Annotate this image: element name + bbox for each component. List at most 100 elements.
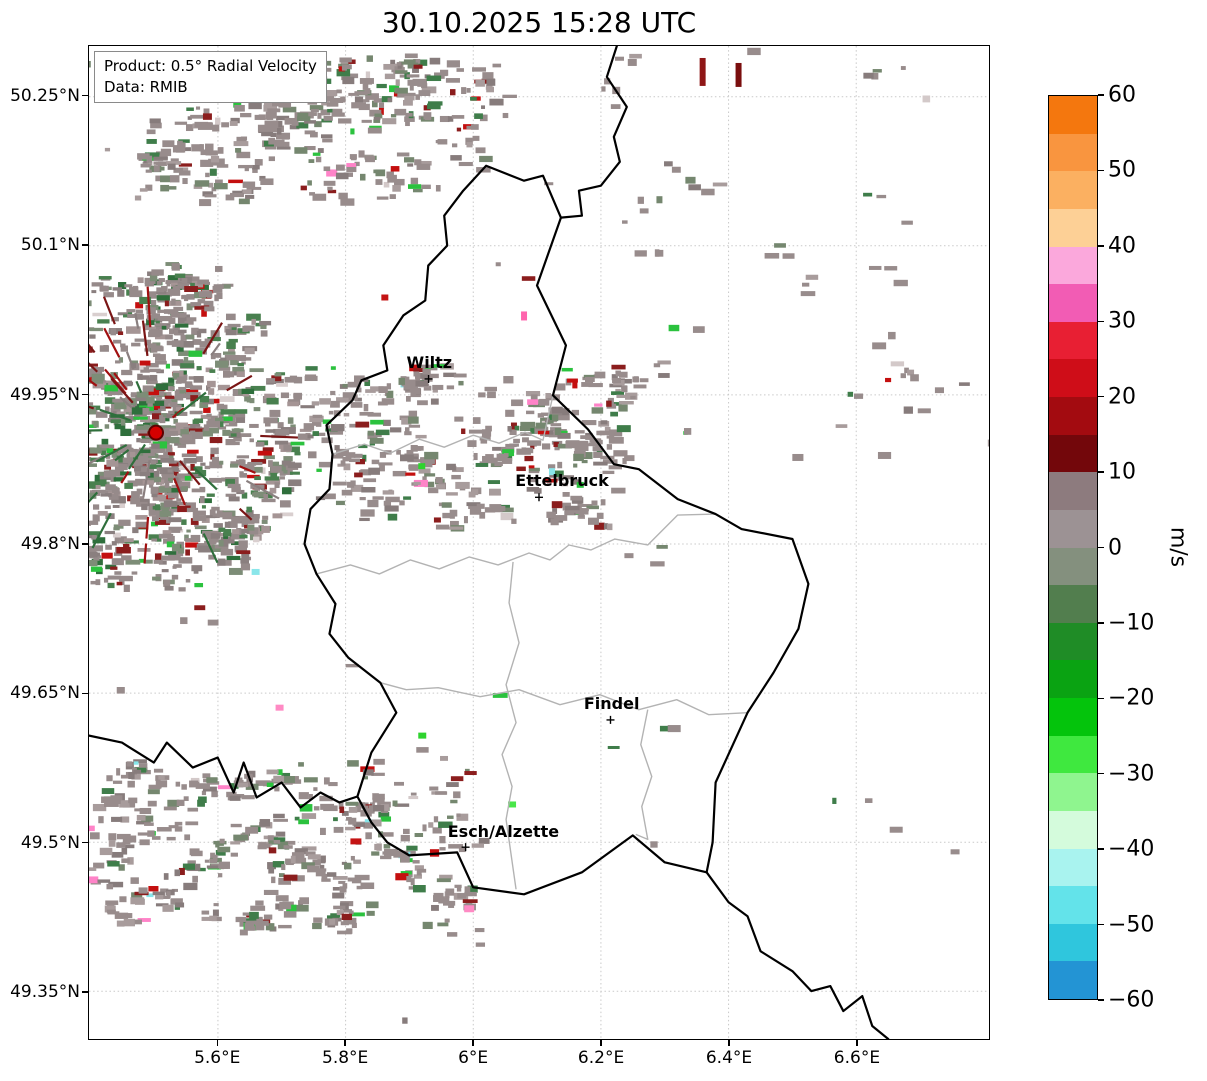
colorbar-tick-mark: [1098, 697, 1104, 700]
x-tick-label: 6.4°E: [705, 1048, 753, 1068]
colorbar-segment: [1049, 923, 1097, 962]
colorbar-segment: [1049, 547, 1097, 586]
colorbar-tick-mark: [1098, 999, 1104, 1001]
country-border-fr-de: [705, 871, 890, 1039]
info-product-line: Product: 0.5° Radial Velocity: [104, 57, 317, 75]
colorbar-tick-label: 20: [1108, 384, 1136, 410]
x-tick-mark: [728, 1040, 730, 1046]
x-tick-label: 5.6°E: [194, 1048, 241, 1068]
y-tick-label: 49.8°N: [20, 533, 80, 554]
x-tick-label: 5.8°E: [322, 1048, 369, 1068]
info-data-line: Data: RMIB: [104, 78, 188, 96]
colorbar-segment: [1049, 735, 1097, 774]
y-tick-label: 50.25°N: [10, 85, 80, 106]
map-svg: [89, 46, 989, 1039]
city-label: Wiltz: [406, 352, 453, 372]
x-tick-mark: [472, 1040, 474, 1046]
colorbar-tick-mark: [1098, 320, 1104, 322]
colorbar-segment: [1049, 509, 1097, 548]
y-tick-label: 49.5°N: [20, 832, 80, 853]
colorbar-segment: [1049, 810, 1097, 849]
colorbar-tick-label: −20: [1108, 685, 1155, 711]
colorbar-tick-mark: [1098, 622, 1104, 624]
city-label: Findel: [583, 694, 640, 714]
colorbar-segment: [1049, 622, 1097, 661]
district-border: [332, 395, 554, 455]
district-border: [635, 709, 653, 841]
info-box: Product: 0.5° Radial Velocity Data: RMIB: [94, 51, 327, 103]
colorbar-tick-label: −40: [1108, 836, 1155, 862]
country-border-fr-be: [89, 734, 359, 809]
colorbar-segment: [1049, 773, 1097, 811]
colorbar-segment: [1049, 585, 1097, 623]
colorbar-segment: [1049, 133, 1097, 172]
city-label: Esch/Alzette: [447, 821, 560, 841]
colorbar-tick-label: 0: [1108, 535, 1122, 560]
x-tick-mark: [344, 1040, 346, 1046]
colorbar-segment: [1049, 472, 1097, 510]
colorbar-tick-mark: [1098, 848, 1104, 850]
y-tick-mark: [82, 95, 88, 97]
colorbar-tick-mark: [1098, 245, 1104, 247]
colorbar-segment: [1049, 848, 1097, 887]
colorbar-segment: [1049, 208, 1097, 247]
x-tick-mark: [216, 1040, 218, 1046]
overlay-group: [148, 374, 615, 852]
colorbar-segment: [1049, 698, 1097, 736]
colorbar-segment: [1049, 284, 1097, 322]
colorbar-segment: [1049, 246, 1097, 285]
colorbar-segment: [1049, 96, 1097, 134]
colorbar-segment: [1049, 397, 1097, 435]
district-border: [316, 513, 716, 575]
x-tick-label: 6°E: [458, 1048, 489, 1068]
y-tick-mark: [82, 244, 88, 246]
district-border: [501, 561, 520, 890]
colorbar-units-label: m/s: [1165, 526, 1191, 568]
country-border-luxembourg: [303, 164, 810, 896]
colorbar-tick-label: −30: [1108, 761, 1155, 787]
district-border: [380, 682, 748, 716]
colorbar-tick-label: 10: [1108, 459, 1136, 485]
y-tick-label: 49.65°N: [10, 683, 80, 704]
borders-group: [89, 46, 890, 1039]
x-tick-mark: [600, 1040, 602, 1046]
y-tick-mark: [82, 692, 88, 695]
colorbar-tick-label: 30: [1108, 308, 1136, 334]
city-marker: [461, 843, 470, 852]
y-tick-label: 50.1°N: [20, 235, 80, 256]
city-label: Ettelbruck: [515, 471, 609, 491]
x-tick-label: 6.2°E: [577, 1048, 625, 1068]
y-tick-mark: [82, 393, 88, 396]
y-tick-label: 49.95°N: [10, 384, 80, 405]
y-tick-mark: [82, 842, 88, 844]
colorbar-tick-label: −10: [1108, 610, 1155, 636]
city-marker: [535, 493, 543, 502]
colorbar-tick-mark: [1098, 395, 1104, 398]
x-tick-mark: [856, 1040, 858, 1046]
colorbar-tick-mark: [1098, 923, 1104, 926]
colorbar-segments: [1049, 96, 1097, 999]
colorbar-tick-mark: [1098, 169, 1104, 172]
colorbar-tick-mark: [1098, 546, 1104, 549]
colorbar-segment: [1049, 359, 1097, 397]
colorbar-tick-label: 50: [1108, 157, 1136, 183]
colorbar-tick-label: −60: [1108, 987, 1155, 1013]
colorbar-segment: [1049, 961, 1097, 999]
colorbar-segment: [1049, 171, 1097, 209]
colorbar-tick-mark: [1098, 773, 1104, 775]
colorbar: [1048, 95, 1098, 1000]
y-tick-mark: [82, 543, 88, 545]
y-tick-mark: [82, 991, 88, 993]
colorbar-tick-label: −50: [1108, 912, 1155, 938]
colorbar-tick-label: 60: [1108, 82, 1136, 108]
echoes-group: [89, 47, 989, 1024]
map-plot: Product: 0.5° Radial Velocity Data: RMIB…: [88, 45, 990, 1040]
colorbar-tick-mark: [1098, 471, 1104, 473]
figure-title: 30.10.2025 15:28 UTC: [381, 6, 697, 39]
colorbar-tick-label: 40: [1108, 233, 1136, 259]
colorbar-segment: [1049, 434, 1097, 473]
radar-site-dot: [148, 424, 165, 441]
colorbar-tick-mark: [1098, 94, 1104, 96]
city-marker: [424, 374, 433, 383]
